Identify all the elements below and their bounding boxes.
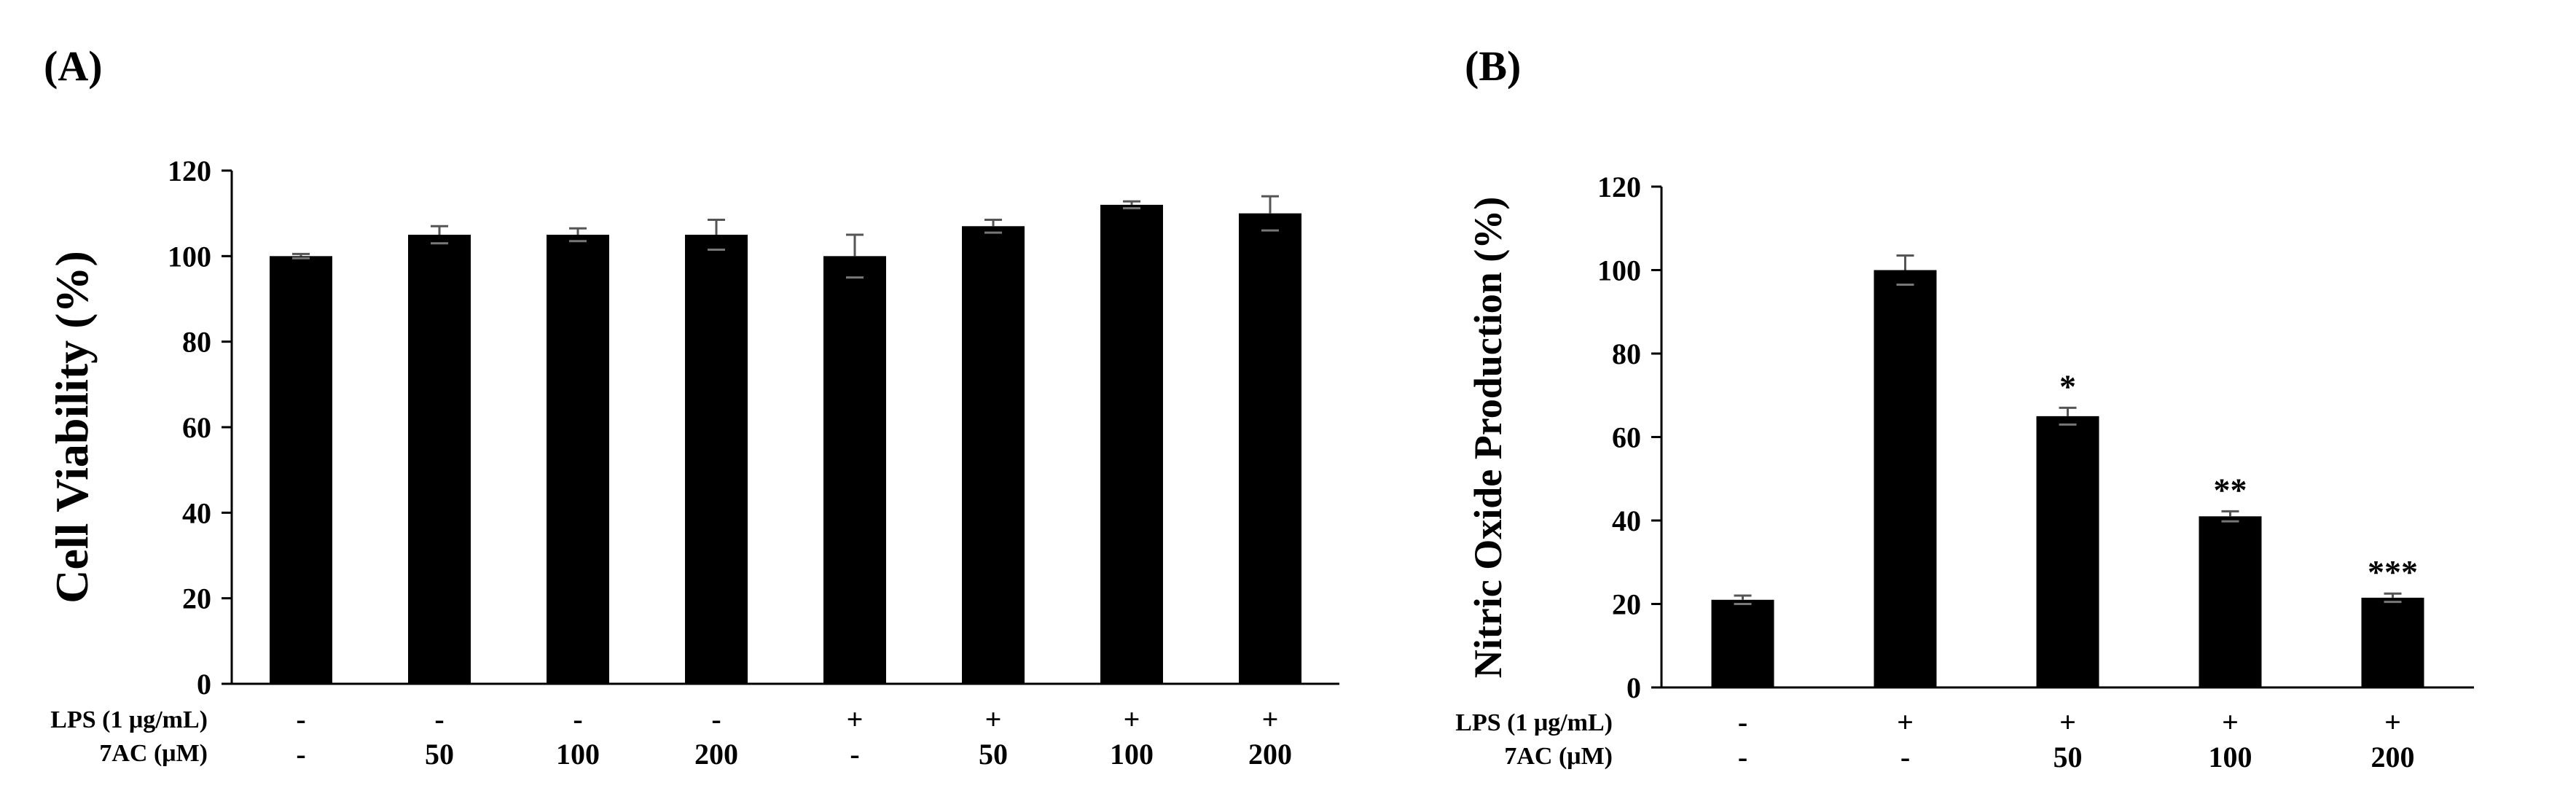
bar (685, 235, 748, 684)
lps-condition-label: + (1897, 706, 1914, 738)
lps-condition-label: - (573, 703, 582, 736)
y-tick-label: 0 (197, 668, 211, 701)
y-axis-title: Cell Viability (%) (46, 251, 98, 604)
bar (2361, 597, 2424, 687)
y-tick-label: 100 (168, 240, 211, 273)
y-tick-label: 0 (1626, 671, 1641, 704)
y-tick-label: 60 (1612, 421, 1641, 454)
bar (1239, 213, 1301, 685)
lps-condition-label: + (2384, 706, 2401, 738)
ac-condition-label: - (1738, 741, 1747, 773)
lps-condition-label: + (985, 703, 1002, 736)
bar (823, 256, 886, 684)
ac-condition-label: - (296, 738, 305, 771)
significance-marker: ** (2214, 471, 2247, 508)
significance-marker: * (2059, 367, 2076, 405)
panel-label: (B) (1465, 42, 1521, 90)
bar (1100, 204, 1163, 684)
y-tick-label: 20 (182, 582, 211, 615)
lps-condition-label: + (1262, 703, 1279, 736)
ac-row-header: 7AC (μM) (1504, 743, 1613, 770)
ac-condition-label: 100 (556, 738, 600, 771)
lps-condition-label: - (296, 703, 305, 736)
bar (1711, 599, 1774, 687)
lps-condition-label: - (1738, 706, 1747, 738)
y-tick-label: 80 (182, 326, 211, 359)
chart-panel-b: (B) 0 20 40 60 80 100 120 Nitric Oxide Productio… (1455, 42, 2474, 773)
ac-condition-label: 100 (1110, 738, 1154, 771)
y-tick-label: 40 (1612, 504, 1641, 537)
lps-condition-label: - (434, 703, 444, 736)
ac-row-header: 7AC (μM) (99, 740, 208, 767)
lps-condition-label: + (2222, 706, 2239, 738)
lps-condition-label: - (711, 703, 721, 736)
bar (547, 235, 609, 684)
lps-condition-label: + (847, 703, 864, 736)
y-tick-label: 60 (182, 411, 211, 444)
ac-condition-label: 100 (2209, 741, 2252, 773)
bar (270, 256, 332, 684)
y-tick-label: 40 (182, 496, 211, 529)
panel-label: (A) (44, 42, 103, 90)
y-tick-label: 100 (1597, 254, 1641, 287)
bar (2199, 516, 2262, 687)
ac-condition-label: 200 (1248, 738, 1292, 771)
y-tick-label: 120 (168, 155, 211, 187)
ac-condition-label: 50 (979, 738, 1008, 771)
lps-condition-label: + (1124, 703, 1140, 736)
bar (2036, 416, 2099, 687)
bar (408, 235, 471, 684)
y-tick-label: 20 (1612, 588, 1641, 621)
ac-condition-label: 50 (2054, 741, 2083, 773)
ac-condition-label: 200 (694, 738, 738, 771)
bar (1874, 270, 1937, 687)
bar (962, 226, 1025, 684)
ac-condition-label: 50 (425, 738, 454, 771)
y-tick-label: 120 (1597, 171, 1641, 203)
ac-condition-label: - (1900, 741, 1910, 773)
y-tick-label: 80 (1612, 338, 1641, 370)
significance-marker: *** (2368, 553, 2418, 590)
ac-condition-label: 200 (2371, 741, 2415, 773)
lps-row-header: LPS (1 μg/mL) (50, 706, 208, 733)
lps-row-header: LPS (1 μg/mL) (1455, 709, 1613, 736)
lps-condition-label: + (2059, 706, 2076, 738)
y-axis-title: Nitric Oxide Production (%) (1466, 197, 1510, 678)
ac-condition-label: - (850, 738, 859, 771)
